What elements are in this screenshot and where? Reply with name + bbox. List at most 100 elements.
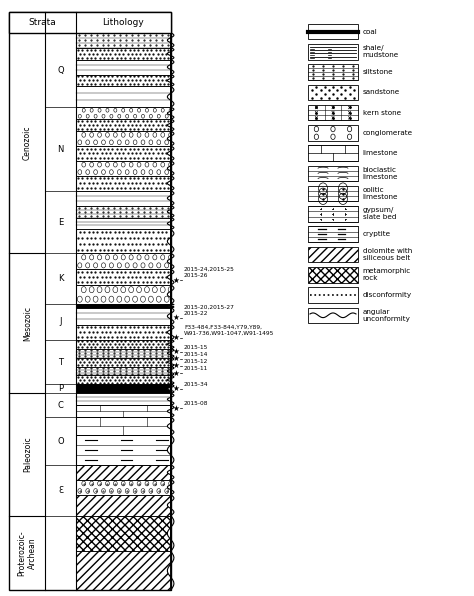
Bar [308, 145, 358, 161]
Bar [76, 285, 171, 304]
Text: cryptite: cryptite [363, 231, 391, 237]
Bar [76, 191, 171, 206]
Bar [76, 551, 171, 590]
Text: 2015-14: 2015-14 [184, 352, 208, 357]
Bar [76, 33, 171, 48]
Bar [76, 86, 171, 107]
Text: ★: ★ [173, 275, 180, 285]
Bar [76, 119, 171, 131]
Text: Paleozoic: Paleozoic [23, 437, 32, 472]
Text: 2015-24,2015-25
2015-26: 2015-24,2015-25 2015-26 [184, 267, 235, 278]
Text: 2015-20,2015-27
2015-22: 2015-20,2015-27 2015-22 [184, 305, 235, 316]
Bar [76, 74, 171, 86]
Text: 2015-12: 2015-12 [184, 359, 208, 364]
Bar [76, 269, 171, 285]
Bar [76, 229, 171, 253]
Bar [76, 340, 171, 349]
Bar [308, 44, 358, 60]
Text: P: P [58, 384, 63, 393]
Bar [76, 325, 171, 340]
Bar [308, 308, 358, 323]
Bar [9, 12, 171, 33]
Bar [76, 161, 171, 176]
Text: disconformity: disconformity [363, 292, 412, 298]
Text: 2015-34: 2015-34 [184, 382, 209, 387]
Text: ★: ★ [173, 313, 180, 322]
Bar [308, 85, 358, 100]
Text: shale/
mudstone: shale/ mudstone [363, 45, 399, 58]
Bar [308, 247, 358, 262]
Text: Cenozoic: Cenozoic [23, 126, 32, 160]
Bar [308, 226, 358, 242]
Text: gypsum/
slate bed: gypsum/ slate bed [363, 207, 396, 221]
Text: conglomerate: conglomerate [363, 130, 413, 136]
Text: Lithology: Lithology [102, 18, 144, 27]
Text: Strata: Strata [29, 18, 56, 27]
Text: C: C [57, 401, 64, 410]
Text: Q: Q [57, 66, 64, 74]
Text: Mesozoic: Mesozoic [23, 306, 32, 341]
Text: dolomite with
siliceous belt: dolomite with siliceous belt [363, 248, 412, 261]
Text: Proterozoic-
Archean: Proterozoic- Archean [18, 530, 37, 576]
Text: N: N [57, 144, 64, 154]
Text: bioclastic
limestone: bioclastic limestone [363, 167, 398, 180]
Text: kern stone: kern stone [363, 110, 401, 116]
Bar [76, 146, 171, 161]
Text: siltstone: siltstone [363, 69, 393, 75]
Bar [76, 435, 171, 465]
Text: ★: ★ [173, 333, 180, 343]
Bar [76, 206, 171, 218]
Bar [308, 287, 358, 303]
Bar [76, 465, 171, 480]
Text: J: J [59, 317, 62, 327]
Text: limestone: limestone [363, 150, 398, 156]
Text: F33-484,F33-844,Y79,Y89,
W91-736,W91-1047,W91-1495: F33-484,F33-844,Y79,Y89, W91-736,W91-104… [184, 325, 274, 336]
Text: 2015-11: 2015-11 [184, 367, 208, 371]
Bar [76, 417, 171, 435]
Bar [76, 218, 171, 229]
Bar [308, 166, 358, 181]
Bar [9, 12, 171, 590]
Text: ★: ★ [173, 384, 180, 393]
Text: O: O [57, 436, 64, 446]
Bar [308, 64, 358, 80]
Bar [76, 48, 171, 60]
Text: angular
unconformity: angular unconformity [363, 309, 410, 322]
Bar [76, 107, 171, 119]
Bar [76, 60, 171, 74]
Text: ★: ★ [173, 347, 180, 356]
Bar [308, 24, 358, 39]
Bar [76, 358, 171, 367]
Text: E: E [58, 218, 63, 226]
Text: ★: ★ [173, 403, 180, 413]
Text: T: T [58, 358, 63, 367]
Text: oolitic
limestone: oolitic limestone [363, 187, 398, 200]
Bar [76, 405, 171, 417]
Text: ★: ★ [173, 361, 180, 371]
Bar [308, 206, 358, 222]
Polygon shape [167, 33, 190, 590]
Bar [76, 176, 171, 191]
Text: sandstone: sandstone [363, 89, 400, 95]
Bar [76, 393, 171, 405]
Bar [308, 267, 358, 283]
Text: metamorphic
rock: metamorphic rock [363, 268, 411, 281]
Bar [308, 186, 358, 201]
Text: coal: coal [363, 29, 377, 35]
Bar [76, 367, 171, 375]
Text: 2015-08: 2015-08 [184, 402, 209, 406]
Bar [76, 384, 171, 393]
Bar [76, 131, 171, 146]
Bar [76, 304, 171, 308]
Bar [76, 516, 171, 551]
Text: Ɛ: Ɛ [58, 486, 63, 495]
Bar [76, 375, 171, 384]
Text: K: K [58, 274, 63, 283]
Text: ★: ★ [173, 368, 180, 378]
Bar [76, 495, 171, 516]
Bar [308, 125, 358, 141]
Text: ★: ★ [173, 354, 180, 364]
Text: 2015-15: 2015-15 [184, 345, 208, 350]
Bar [308, 105, 358, 120]
Bar [76, 349, 171, 358]
